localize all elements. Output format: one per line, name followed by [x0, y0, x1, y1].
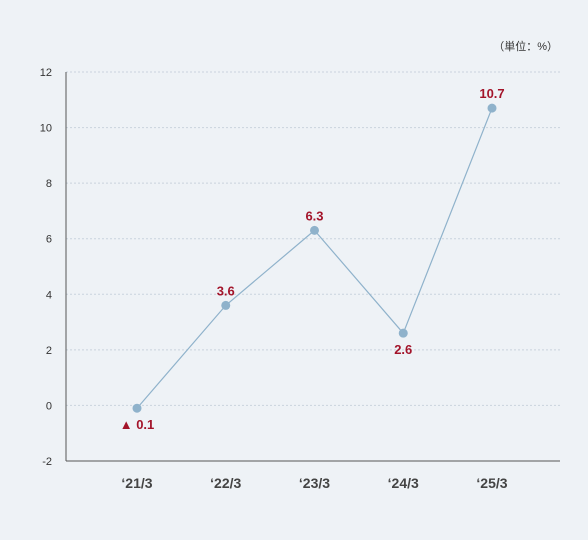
data-labels: ▲ 0.1 3.6 6.3 2.6 10.7 [120, 86, 505, 432]
data-label: 6.3 [305, 208, 323, 223]
y-tick-label: 10 [40, 123, 52, 135]
data-label: 10.7 [479, 86, 504, 101]
x-tick-labels: ‘21/3 ‘22/3 ‘23/3 ‘24/3 ‘25/3 [121, 475, 507, 491]
x-tick-label: ‘24/3 [388, 475, 419, 491]
y-tick-label: 0 [46, 400, 52, 412]
x-tick-label: ‘25/3 [476, 475, 507, 491]
y-tick-label: 8 [46, 178, 52, 190]
data-point [221, 300, 231, 310]
data-label: ▲ 0.1 [120, 417, 155, 432]
x-tick-label: ‘22/3 [210, 475, 241, 491]
data-point [487, 103, 497, 113]
data-point [132, 403, 142, 413]
x-tick-label: ‘21/3 [121, 475, 152, 491]
y-tick-label: -2 [42, 456, 52, 468]
y-tick-label: 2 [46, 345, 52, 357]
data-label: 2.6 [394, 342, 412, 357]
y-tick-labels: -2 0 2 4 6 8 10 12 [40, 67, 52, 468]
data-label: 3.6 [217, 283, 235, 298]
series-line [136, 107, 493, 409]
unit-label: （単位：%） [493, 39, 558, 53]
y-tick-label: 12 [40, 67, 52, 79]
data-point [310, 225, 319, 235]
y-tick-label: 6 [46, 234, 52, 246]
y-tick-label: 4 [46, 289, 52, 301]
series [132, 103, 497, 413]
x-tick-label: ‘23/3 [299, 475, 330, 491]
axes [65, 72, 560, 462]
data-point [398, 328, 408, 338]
